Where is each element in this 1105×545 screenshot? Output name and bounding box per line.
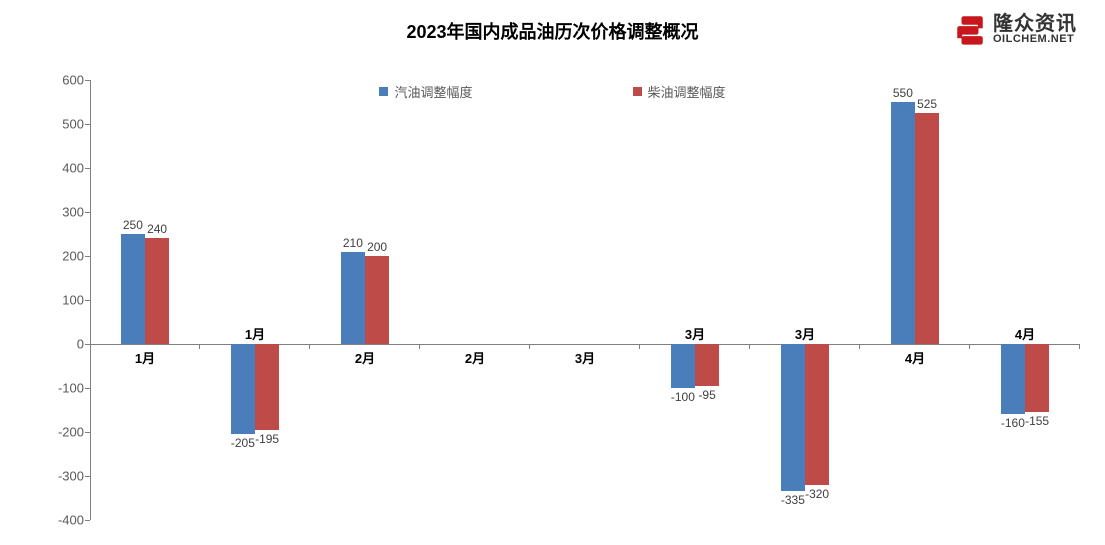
bar — [231, 344, 255, 434]
category-label: 4月 — [905, 348, 925, 367]
category-label: 3月 — [575, 348, 595, 367]
category-label: 3月 — [795, 324, 815, 343]
y-axis — [90, 80, 91, 520]
bar — [781, 344, 805, 491]
y-tick — [85, 212, 90, 213]
plot-area: -400-300-200-100010020030040050060025024… — [90, 80, 1080, 520]
bar-value-label: -95 — [698, 388, 715, 402]
bar — [695, 344, 719, 386]
category-label: 2月 — [355, 348, 375, 367]
bar-value-label: 240 — [147, 222, 167, 236]
bar — [1001, 344, 1025, 414]
x-tick — [1079, 344, 1080, 349]
logo-icon — [953, 12, 987, 46]
bar-value-label: -100 — [671, 390, 695, 404]
x-tick — [969, 344, 970, 349]
y-tick-label: -200 — [58, 425, 84, 440]
bar-value-label: -195 — [255, 432, 279, 446]
y-tick — [85, 388, 90, 389]
chart-container: 2023年国内成品油历次价格调整概况 隆众资讯 OILCHEM.NET 汽油调整… — [0, 0, 1105, 545]
y-tick — [85, 256, 90, 257]
bar-value-label: 210 — [343, 236, 363, 250]
category-label: 2月 — [465, 348, 485, 367]
x-tick — [419, 344, 420, 349]
y-tick — [85, 168, 90, 169]
bar-value-label: 250 — [123, 218, 143, 232]
bar — [1025, 344, 1049, 412]
y-tick-label: 100 — [62, 293, 84, 308]
y-tick — [85, 124, 90, 125]
bar — [671, 344, 695, 388]
bar-value-label: 525 — [917, 97, 937, 111]
y-tick — [85, 432, 90, 433]
y-tick-label: 400 — [62, 161, 84, 176]
y-tick-label: 600 — [62, 73, 84, 88]
chart-title: 2023年国内成品油历次价格调整概况 — [0, 18, 1105, 44]
y-tick — [85, 520, 90, 521]
y-tick-label: -100 — [58, 381, 84, 396]
y-tick — [85, 80, 90, 81]
category-label: 1月 — [135, 348, 155, 367]
bar — [805, 344, 829, 485]
y-tick-label: -300 — [58, 469, 84, 484]
bar-value-label: 550 — [893, 86, 913, 100]
x-tick — [639, 344, 640, 349]
y-tick — [85, 300, 90, 301]
x-tick — [199, 344, 200, 349]
bar-value-label: -335 — [781, 493, 805, 507]
bar-value-label: 200 — [367, 240, 387, 254]
logo-text-cn: 隆众资讯 — [993, 14, 1077, 34]
y-tick — [85, 344, 90, 345]
brand-logo: 隆众资讯 OILCHEM.NET — [953, 12, 1077, 46]
category-label: 4月 — [1015, 324, 1035, 343]
x-tick — [529, 344, 530, 349]
y-tick — [85, 476, 90, 477]
category-label: 3月 — [685, 324, 705, 343]
bar — [365, 256, 389, 344]
bar-value-label: -320 — [805, 487, 829, 501]
y-tick-label: -400 — [58, 513, 84, 528]
x-tick — [749, 344, 750, 349]
bar — [341, 252, 365, 344]
bar-value-label: -155 — [1025, 414, 1049, 428]
category-label: 1月 — [245, 324, 265, 343]
bar-value-label: -160 — [1001, 416, 1025, 430]
bar — [891, 102, 915, 344]
bar — [145, 238, 169, 344]
bar — [121, 234, 145, 344]
bar — [915, 113, 939, 344]
bar — [255, 344, 279, 430]
y-tick-label: 200 — [62, 249, 84, 264]
bar-value-label: -205 — [231, 436, 255, 450]
x-tick — [859, 344, 860, 349]
y-tick-label: 300 — [62, 205, 84, 220]
x-tick — [309, 344, 310, 349]
y-tick-label: 500 — [62, 117, 84, 132]
y-tick-label: 0 — [77, 337, 84, 352]
logo-text-en: OILCHEM.NET — [993, 34, 1077, 45]
